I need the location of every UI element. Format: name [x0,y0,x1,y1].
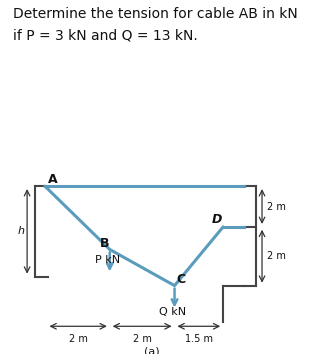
Text: C: C [176,273,185,286]
Text: h: h [17,226,24,236]
Text: A: A [48,172,57,185]
Text: if P = 3 kN and Q = 13 kN.: if P = 3 kN and Q = 13 kN. [13,28,197,42]
Text: B: B [100,237,110,250]
Text: Determine the tension for cable AB in kN: Determine the tension for cable AB in kN [13,7,297,21]
Text: (a): (a) [144,347,160,354]
Text: 1.5 m: 1.5 m [185,335,213,344]
Text: P kN: P kN [95,255,120,265]
Text: 2 m: 2 m [267,251,286,261]
Text: Q kN: Q kN [159,307,187,317]
Text: D: D [212,213,222,226]
Text: 2 m: 2 m [69,335,88,344]
Text: 2 m: 2 m [133,335,151,344]
Text: 2 m: 2 m [267,201,286,212]
